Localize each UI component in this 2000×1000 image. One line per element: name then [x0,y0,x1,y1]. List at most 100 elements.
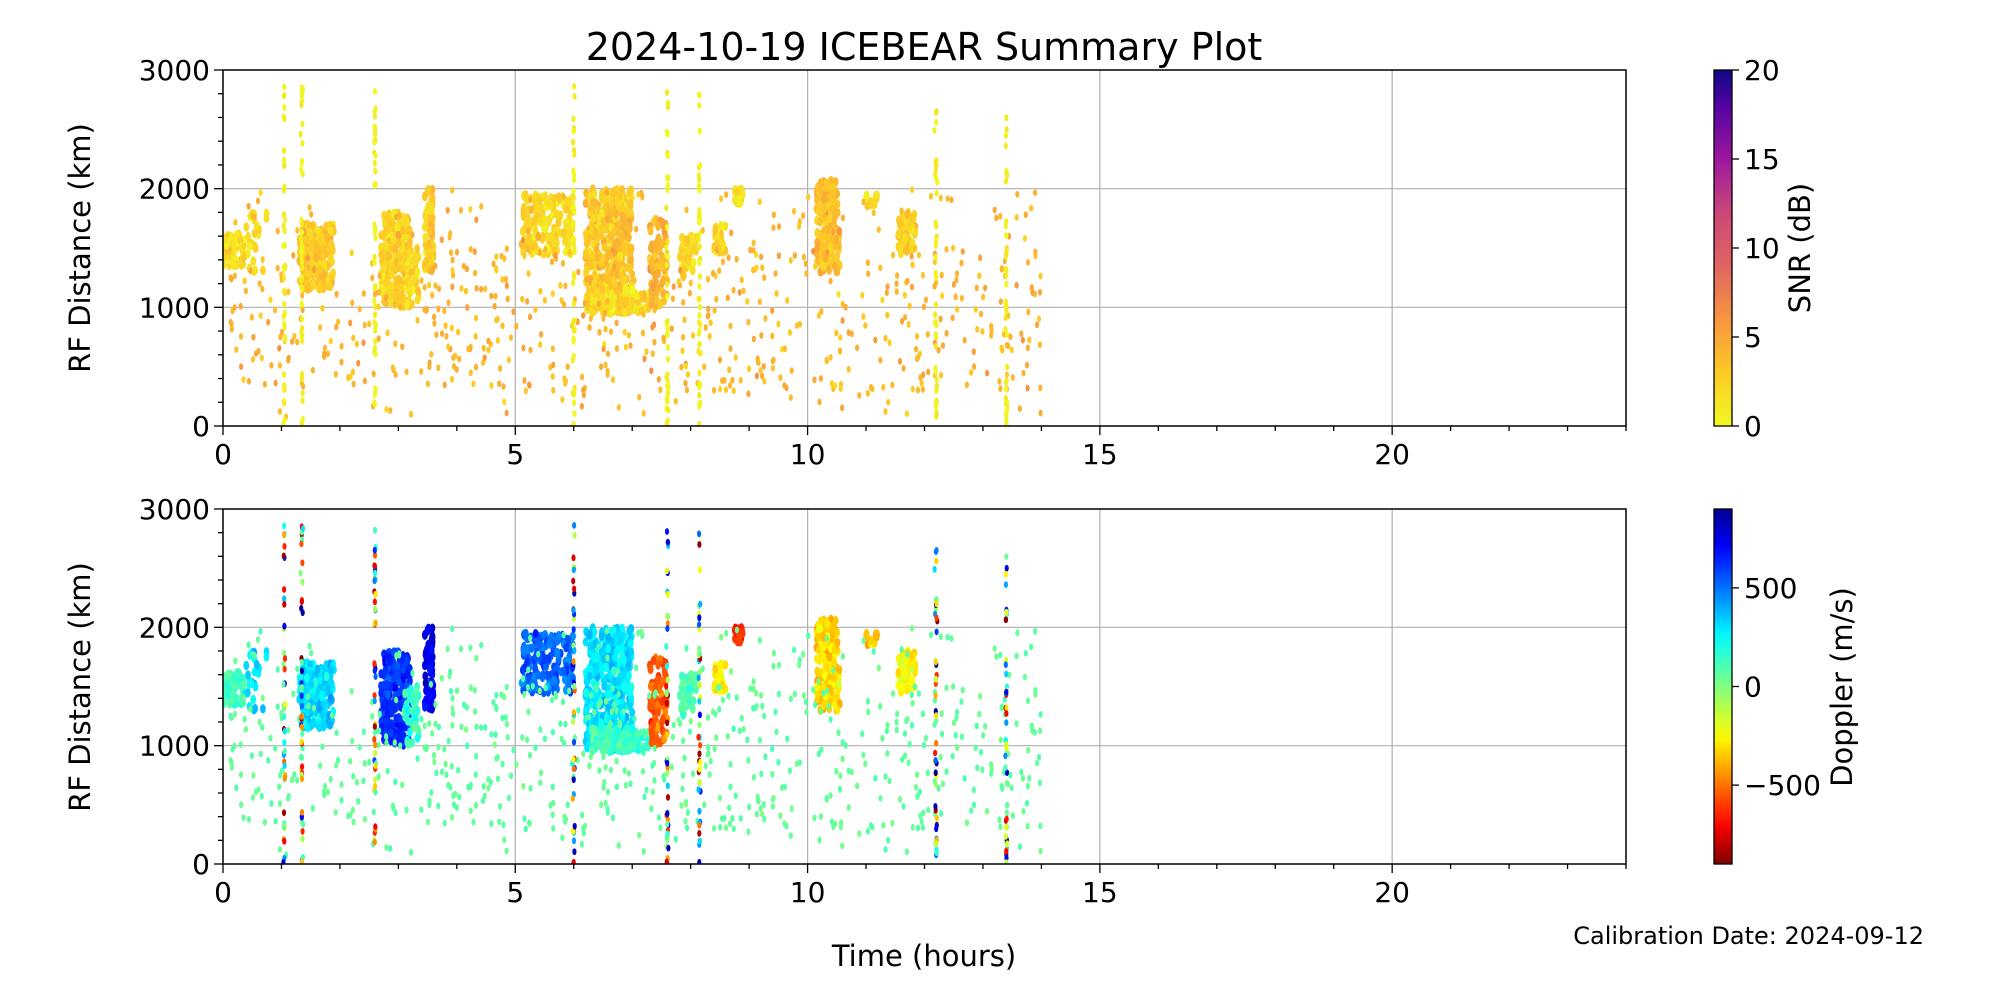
data-point [257,280,262,287]
data-point [702,363,707,371]
data-point [333,370,338,378]
data-point [229,325,234,333]
data-point [1034,321,1040,329]
data-point [300,170,305,178]
data-point [520,646,527,657]
data-point [697,127,702,135]
data-point [488,340,493,348]
x-tick-label: 15 [1082,438,1118,471]
data-point [897,796,903,803]
data-point [638,728,643,736]
data-point [985,369,990,377]
data-point [571,127,576,135]
data-point [351,772,356,780]
data-point [404,657,410,667]
data-point [934,108,939,115]
data-point [314,664,321,674]
data-point [643,293,648,301]
data-point [763,315,768,322]
data-point [605,215,610,223]
data-point [794,760,799,768]
data-point [248,267,253,275]
data-point [698,162,703,169]
data-point [258,312,263,319]
data-point [473,333,478,340]
data-point [1006,342,1011,350]
data-point [601,242,608,252]
data-point [1037,341,1042,349]
data-point [878,264,883,272]
data-point [1033,252,1038,260]
data-point [250,356,255,363]
data-point [655,675,661,685]
data-point [1027,336,1032,344]
data-point [582,637,589,647]
data-point [664,261,669,269]
data-point [638,290,643,298]
data-point [436,285,442,292]
data-point [422,629,428,640]
data-point [820,244,827,254]
data-point [587,275,592,282]
data-point [571,327,576,335]
data-point [865,697,870,705]
data-point [697,340,702,348]
data-point [432,320,437,327]
data-point [601,783,606,791]
data-point [726,692,731,700]
data-point [308,240,315,251]
data-point [1004,331,1010,338]
data-point [587,202,594,213]
data-point [788,257,793,264]
data-point [634,225,639,233]
data-point [830,672,836,683]
data-point [697,391,702,399]
data-point [327,678,334,688]
data-point [863,629,870,639]
data-point [647,226,654,236]
data-point [1008,771,1013,779]
data-point [258,189,263,196]
data-point [863,322,868,329]
data-point [571,420,576,426]
data-point [560,228,567,238]
data-point [386,218,393,228]
data-point [299,285,304,293]
data-point [920,386,925,393]
data-point [928,192,934,200]
data-point [621,655,627,665]
data-point [522,628,529,639]
data-point [401,270,406,278]
data-point [760,372,765,380]
data-point [377,710,382,718]
data-point [613,195,620,205]
data-point [388,407,393,414]
data-point [373,350,378,358]
data-point [821,251,826,259]
data-point [660,276,666,286]
data-point [815,632,822,642]
data-point [697,243,702,250]
data-point [739,714,744,722]
data-point [493,292,498,300]
data-point [1004,250,1009,257]
data-point [492,302,497,310]
data-point [789,805,794,813]
data-point [817,184,823,194]
data-point [625,661,631,671]
data-point [570,389,575,397]
data-point [551,361,556,369]
data-point [523,387,528,395]
data-point [1029,284,1034,291]
data-point [520,208,527,218]
data-point [243,287,248,295]
data-point [522,377,527,384]
data-point [299,315,304,323]
data-point [384,844,389,851]
data-point [778,374,783,381]
data-point [310,366,315,374]
data-point [421,222,428,232]
data-point [260,285,265,293]
data-point [616,237,623,247]
data-point [665,331,670,338]
